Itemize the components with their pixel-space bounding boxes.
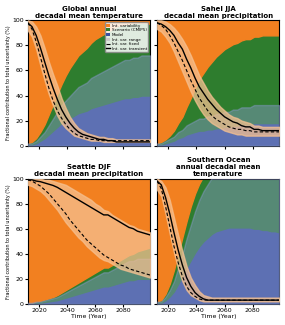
X-axis label: Time (Year): Time (Year) [71, 315, 107, 319]
Legend: Int. variability, Scenario (CMIP5), Model, Int. var. range, Int. var. fixed, Int: Int. variability, Scenario (CMIP5), Mode… [105, 22, 148, 52]
Y-axis label: Fractional contribution to total uncertainty (%): Fractional contribution to total uncerta… [5, 184, 11, 299]
Title: Southern Ocean
annual decadal mean
temperature: Southern Ocean annual decadal mean tempe… [176, 157, 260, 177]
Title: Global annual
decadal mean temperature: Global annual decadal mean temperature [35, 6, 143, 19]
Title: Seattle DJF
decadal mean precipitation: Seattle DJF decadal mean precipitation [34, 164, 143, 177]
Y-axis label: Fractional contribution to total uncertainty (%): Fractional contribution to total uncerta… [5, 26, 11, 140]
X-axis label: Time (Year): Time (Year) [201, 315, 236, 319]
Title: Sahel JJA
decadal mean precipitation: Sahel JJA decadal mean precipitation [164, 6, 273, 19]
